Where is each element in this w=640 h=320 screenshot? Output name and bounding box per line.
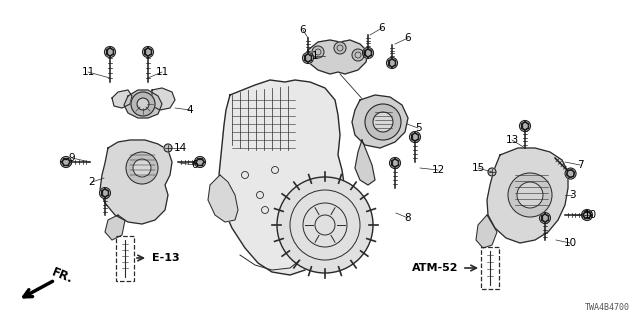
Circle shape <box>133 159 151 177</box>
Circle shape <box>508 173 552 217</box>
Text: 2: 2 <box>89 177 95 187</box>
Text: 10: 10 <box>563 238 577 248</box>
Polygon shape <box>388 59 396 67</box>
Circle shape <box>488 168 496 176</box>
Polygon shape <box>412 133 419 141</box>
Bar <box>481 247 499 289</box>
Text: TWA4B4700: TWA4B4700 <box>585 303 630 312</box>
Polygon shape <box>392 159 399 167</box>
Text: 14: 14 <box>173 143 187 153</box>
Text: 15: 15 <box>472 163 484 173</box>
Polygon shape <box>583 212 591 219</box>
Polygon shape <box>100 140 172 224</box>
Polygon shape <box>476 215 497 248</box>
Text: 11: 11 <box>81 67 95 77</box>
Circle shape <box>61 156 72 167</box>
Polygon shape <box>365 49 371 57</box>
Polygon shape <box>355 140 375 185</box>
Polygon shape <box>152 88 175 110</box>
Polygon shape <box>196 158 204 165</box>
Circle shape <box>410 132 420 142</box>
Circle shape <box>373 112 393 132</box>
Polygon shape <box>541 214 548 222</box>
Circle shape <box>137 98 149 110</box>
Text: 3: 3 <box>569 190 575 200</box>
Circle shape <box>164 144 172 152</box>
Circle shape <box>99 188 111 198</box>
Circle shape <box>303 52 314 63</box>
Polygon shape <box>566 170 575 177</box>
Text: 6: 6 <box>192 160 198 170</box>
Circle shape <box>540 212 550 223</box>
Text: 4: 4 <box>187 105 193 115</box>
Circle shape <box>195 156 205 167</box>
Circle shape <box>390 157 401 169</box>
Text: 13: 13 <box>506 135 518 145</box>
Polygon shape <box>112 90 132 108</box>
Circle shape <box>517 182 543 208</box>
Polygon shape <box>102 189 108 197</box>
Circle shape <box>104 46 115 58</box>
Text: E-13: E-13 <box>152 253 180 263</box>
Text: 10: 10 <box>584 210 596 220</box>
Polygon shape <box>62 158 70 165</box>
Circle shape <box>334 42 346 54</box>
Polygon shape <box>487 148 568 243</box>
Circle shape <box>520 121 531 132</box>
Polygon shape <box>145 48 152 56</box>
Circle shape <box>126 152 158 184</box>
Text: 11: 11 <box>156 67 168 77</box>
Polygon shape <box>124 90 162 118</box>
Polygon shape <box>522 122 529 130</box>
Bar <box>116 236 134 281</box>
Circle shape <box>352 49 364 61</box>
Text: 8: 8 <box>404 213 412 223</box>
Text: ATM-52: ATM-52 <box>412 263 458 273</box>
Text: 12: 12 <box>431 165 445 175</box>
Polygon shape <box>305 54 312 62</box>
Circle shape <box>277 177 373 273</box>
Polygon shape <box>106 48 113 56</box>
Circle shape <box>362 47 374 59</box>
Polygon shape <box>218 80 345 275</box>
Circle shape <box>131 92 155 116</box>
Text: 7: 7 <box>577 160 583 170</box>
Circle shape <box>143 46 154 58</box>
Text: FR.: FR. <box>50 266 76 286</box>
Circle shape <box>565 168 576 179</box>
Text: 1: 1 <box>312 51 318 61</box>
Polygon shape <box>308 40 368 74</box>
Text: 6: 6 <box>300 25 307 35</box>
Text: 9: 9 <box>68 153 76 163</box>
Text: 6: 6 <box>404 33 412 43</box>
Circle shape <box>312 46 324 58</box>
Circle shape <box>582 210 593 220</box>
Circle shape <box>365 104 401 140</box>
Polygon shape <box>208 175 238 222</box>
Text: 6: 6 <box>379 23 385 33</box>
Circle shape <box>387 58 397 68</box>
Polygon shape <box>105 215 125 240</box>
Text: 5: 5 <box>415 123 421 133</box>
Polygon shape <box>352 95 408 148</box>
